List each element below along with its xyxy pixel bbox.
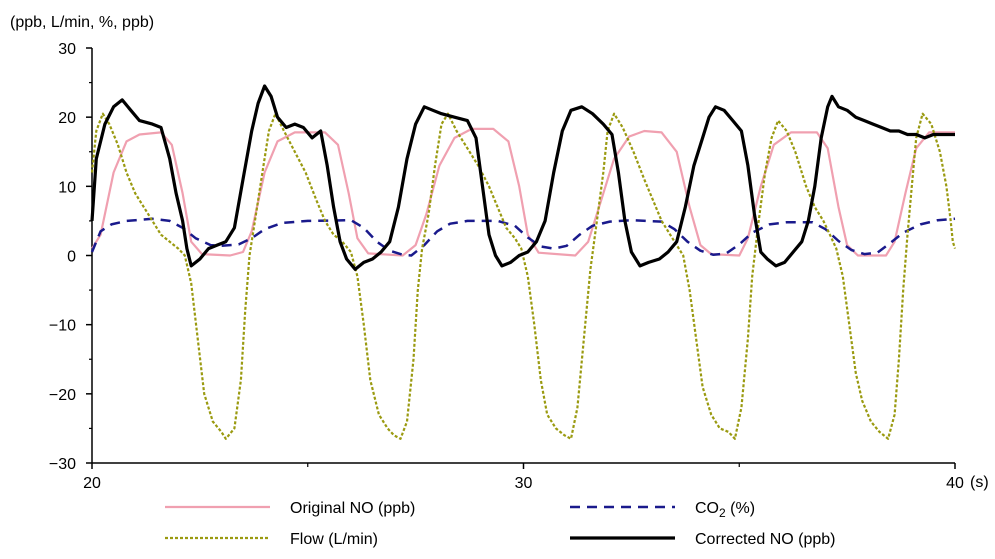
- y-tick-label: −30: [49, 456, 76, 473]
- legend-label-prefix: CO: [695, 500, 719, 517]
- legend-label: Corrected NO (ppb): [695, 531, 836, 548]
- legend-label: Flow (L/min): [290, 531, 378, 548]
- series-line-flow-l-min: [90, 112, 957, 440]
- legend: Original NO (ppb) CO2 (%) Flow (L/min) Corr…: [165, 500, 836, 548]
- series-line-co2: [90, 217, 956, 257]
- y-tick-label: 0: [67, 249, 76, 266]
- axes: 30 20 10 0 −10 −20 −30 20 30 40: [49, 41, 964, 492]
- y-axis-label: (ppb, L/min, %, ppb): [10, 14, 154, 31]
- y-tick-label: 10: [58, 179, 76, 196]
- x-axis-unit: (s): [970, 474, 989, 491]
- y-tick-label: 20: [58, 110, 76, 127]
- y-tick-label: 30: [58, 41, 76, 58]
- series-layer: [90, 84, 957, 440]
- series-line-original-no-ppb: [91, 127, 955, 257]
- series-line-corrected-no-ppb: [90, 84, 955, 271]
- y-tick-label: −20: [49, 387, 76, 404]
- legend-label-suffix: (%): [726, 500, 755, 517]
- legend-label: Original NO (ppb): [290, 500, 415, 517]
- legend-label: CO2 (%): [695, 500, 755, 520]
- x-tick-label: 30: [515, 475, 533, 492]
- x-tick-label: 40: [946, 475, 964, 492]
- legend-label-subscript: 2: [719, 506, 726, 520]
- x-tick-label: 20: [83, 475, 101, 492]
- y-tick-label: −10: [49, 318, 76, 335]
